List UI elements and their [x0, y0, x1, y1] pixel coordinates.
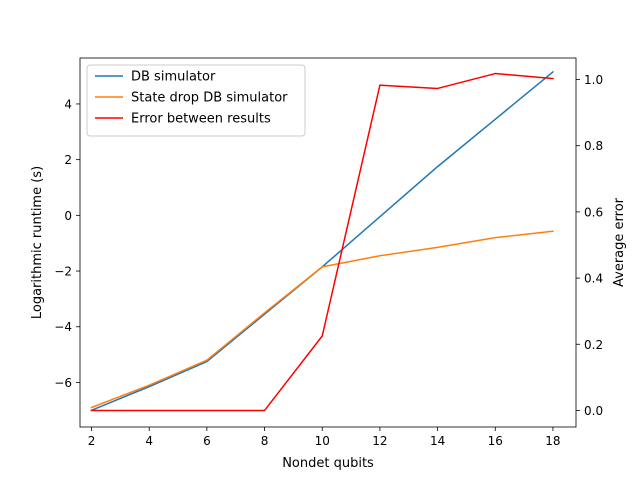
- y-right-axis-label: Average error: [612, 197, 627, 287]
- y-right-tick-label: 0.4: [584, 272, 603, 286]
- x-tick-label: 18: [545, 434, 560, 448]
- series-line-3: [90, 72, 554, 412]
- plot-frame: [79, 57, 577, 428]
- series-line-2: [90, 230, 554, 409]
- y-right-tick-label: 0.0: [584, 404, 603, 418]
- legend-label-2: State drop DB simulator: [131, 91, 288, 106]
- x-tick-label: 2: [88, 434, 96, 448]
- plot-area: [90, 70, 554, 412]
- axes: 2 4 6 8 10 12 14 16 18 −6 −4 −2 0 2 4 0.0 0.2 0.4 0.6 0.8 1.…: [30, 57, 627, 471]
- x-tick-label: 4: [145, 434, 153, 448]
- y-left-axis-label: Logarithmic runtime (s): [30, 166, 45, 319]
- y-right-tick-label: 0.6: [584, 205, 603, 219]
- x-tick-label: 12: [372, 434, 387, 448]
- y-left-tick-label: 0: [64, 209, 72, 223]
- y-left-tick-label: 4: [64, 97, 72, 111]
- legend-label-1: DB simulator: [131, 70, 216, 85]
- y-right-tick-label: 0.2: [584, 338, 603, 352]
- legend: DB simulator State drop DB simulator Error…: [86, 64, 306, 137]
- y-left-tick-label: −4: [54, 320, 72, 334]
- y-left-tick-label: −6: [54, 376, 72, 390]
- y-left-tick-label: 2: [64, 153, 72, 167]
- x-tick-label: 10: [315, 434, 330, 448]
- y-right-tick-label: 0.8: [584, 139, 603, 153]
- x-tick-label: 8: [261, 434, 269, 448]
- y-right-tick-label: 1.0: [584, 73, 603, 87]
- x-tick-label: 6: [203, 434, 211, 448]
- legend-label-3: Error between results: [131, 112, 271, 127]
- legend-box: [86, 64, 306, 137]
- x-tick-label: 14: [430, 434, 445, 448]
- x-axis-label: Nondet qubits: [282, 456, 374, 471]
- x-tick-label: 16: [488, 434, 503, 448]
- y-left-tick-label: −2: [54, 265, 72, 279]
